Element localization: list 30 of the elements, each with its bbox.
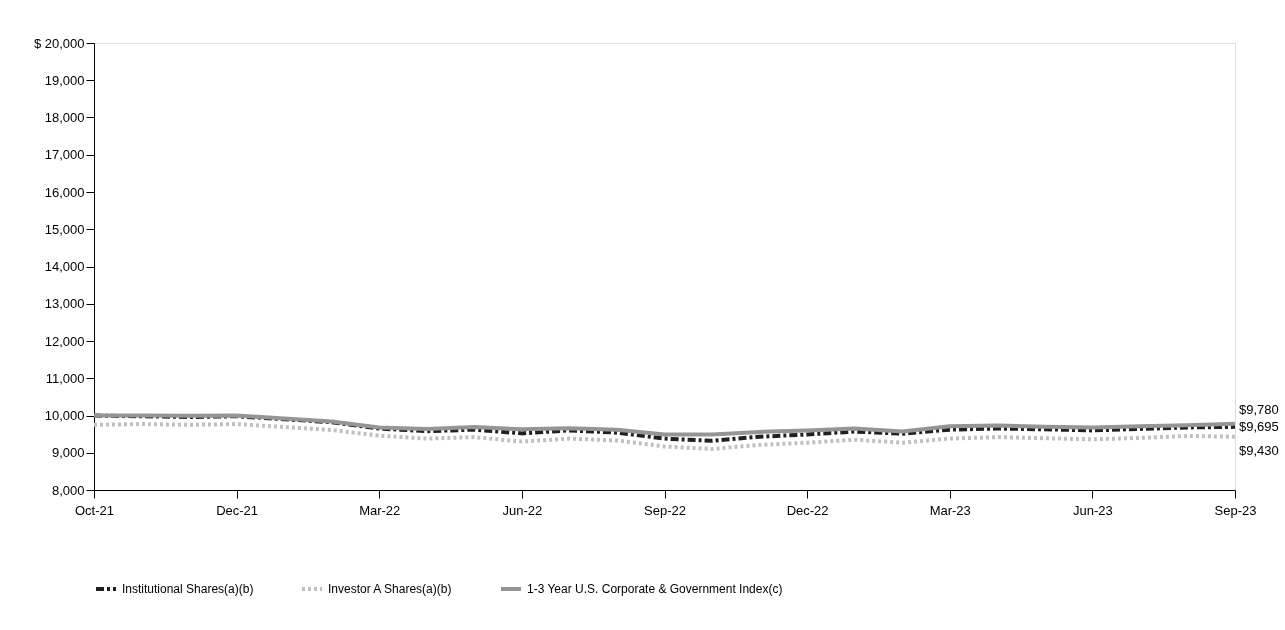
x-tick-label: Oct-21 (74, 502, 115, 518)
x-tick-label: Dec-22 (786, 502, 829, 518)
y-tick-label: 11,000 (45, 370, 85, 386)
y-tick-label: 10,000 (44, 408, 85, 423)
y-tick-label: 12,000 (44, 333, 85, 349)
x-tick-label: Jun-22 (502, 502, 543, 518)
annotation: $9,780 (1239, 401, 1279, 417)
x-tick-label: Dec-21 (216, 502, 259, 518)
legend-label: Investor A Shares(a)(b) (328, 582, 452, 596)
y-tick-label: 15,000 (44, 221, 85, 237)
y-tick-label: 17,000 (44, 147, 85, 163)
x-tick-label: Sep-23 (1214, 502, 1257, 518)
legend-label: Institutional Shares(a)(b) (122, 582, 254, 596)
y-tick-label: 18,000 (44, 110, 85, 125)
annotation: $9,695 (1239, 418, 1279, 434)
legend-label: 1-3 Year U.S. Corporate & Government Index(c) (527, 582, 783, 596)
y-tick-label: 19,000 (44, 72, 85, 88)
y-tick-label: 14,000 (44, 259, 85, 274)
x-tick-label: Mar-22 (359, 502, 401, 518)
y-tick-label: 13,000 (44, 296, 85, 312)
x-tick-label: Mar-23 (929, 502, 971, 518)
x-tick-label: Jun-23 (1073, 502, 1113, 518)
line-series (92, 422, 1237, 452)
y-tick-label: 9,000 (51, 445, 85, 461)
x-tick-label: Sep-22 (644, 502, 686, 518)
annotation: $9,430 (1239, 442, 1279, 458)
y-tick-label: 16,000 (44, 184, 85, 200)
line-series (92, 413, 1237, 437)
y-tick-label: $ 20,000 (33, 35, 85, 51)
y-tick-label: 8,000 (51, 482, 85, 498)
